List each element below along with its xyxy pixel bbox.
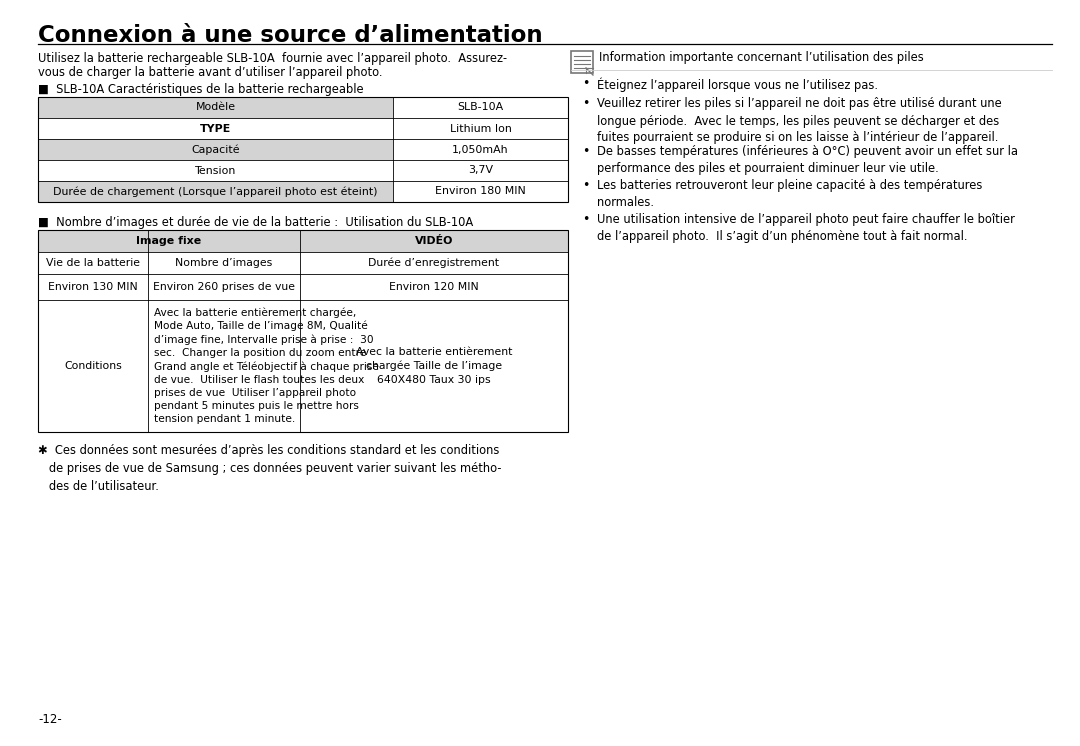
Text: Capacité: Capacité — [191, 144, 240, 154]
Text: •: • — [582, 179, 590, 192]
Bar — [393, 139, 568, 160]
Bar — [393, 118, 568, 139]
Bar — [393, 160, 568, 181]
Bar — [38, 118, 393, 139]
Text: •: • — [582, 145, 590, 158]
Text: ✱  Ces données sont mesurées d’après les conditions standard et les conditions
 : ✱ Ces données sont mesurées d’après les … — [38, 444, 501, 493]
Text: De basses températures (inférieures à O°C) peuvent avoir un effet sur la
perform: De basses températures (inférieures à O°… — [597, 145, 1018, 175]
Bar — [38, 97, 568, 202]
Text: Durée d’enregistrement: Durée d’enregistrement — [368, 258, 499, 269]
FancyBboxPatch shape — [571, 51, 593, 73]
Bar — [393, 181, 568, 202]
Text: •: • — [582, 213, 590, 226]
Text: Environ 120 MIN: Environ 120 MIN — [389, 282, 478, 292]
Text: Vie de la batterie: Vie de la batterie — [46, 258, 140, 268]
Bar — [38, 230, 300, 252]
Text: Environ 260 prises de vue: Environ 260 prises de vue — [153, 282, 295, 292]
Text: Une utilisation intensive de l’appareil photo peut faire chauffer le boîtier
de : Une utilisation intensive de l’appareil … — [597, 213, 1015, 243]
Bar — [38, 230, 568, 432]
Text: SLB-10A: SLB-10A — [458, 102, 503, 113]
Text: •: • — [582, 77, 590, 90]
Text: Les batteries retrouveront leur pleine capacité à des températures
normales.: Les batteries retrouveront leur pleine c… — [597, 179, 983, 209]
Text: Modèle: Modèle — [195, 102, 235, 113]
Text: Conditions: Conditions — [64, 361, 122, 371]
Text: Éteignez l’appareil lorsque vous ne l’utilisez pas.: Éteignez l’appareil lorsque vous ne l’ut… — [597, 77, 878, 92]
Text: Avec la batterie entièrement chargée,
Mode Auto, Taille de l’image 8M, Qualité
d: Avec la batterie entièrement chargée, Mo… — [154, 307, 379, 424]
Bar — [38, 97, 393, 118]
Text: 1,050mAh: 1,050mAh — [453, 145, 509, 154]
Text: Image fixe: Image fixe — [136, 236, 202, 246]
Bar — [38, 139, 393, 160]
Text: 3,7V: 3,7V — [468, 166, 492, 175]
Bar — [300, 230, 568, 252]
Text: vous de charger la batterie avant d’utiliser l’appareil photo.: vous de charger la batterie avant d’util… — [38, 66, 382, 79]
Text: ■  SLB-10A Caractéristiques de la batterie rechargeable: ■ SLB-10A Caractéristiques de la batteri… — [38, 83, 364, 96]
Text: Veuillez retirer les piles si l’appareil ne doit pas être utilisé durant une
lon: Veuillez retirer les piles si l’appareil… — [597, 98, 1002, 145]
Text: Avec la batterie entièrement
chargée Taille de l’image
640X480 Taux 30 ips: Avec la batterie entièrement chargée Tai… — [355, 348, 512, 384]
Text: Environ 180 MIN: Environ 180 MIN — [435, 186, 526, 196]
Text: Lithium Ion: Lithium Ion — [449, 124, 512, 134]
Text: Information importante concernant l’utilisation des piles: Information importante concernant l’util… — [599, 51, 923, 64]
Text: -12-: -12- — [38, 713, 62, 726]
Text: •: • — [582, 98, 590, 110]
Text: Environ 130 MIN: Environ 130 MIN — [49, 282, 138, 292]
Text: Utilisez la batterie rechargeable SLB-10A  fournie avec l’appareil photo.  Assur: Utilisez la batterie rechargeable SLB-10… — [38, 52, 508, 65]
Text: TYPE: TYPE — [200, 124, 231, 134]
Bar — [38, 181, 393, 202]
Text: Nombre d’images: Nombre d’images — [175, 258, 272, 268]
Text: Durée de chargement (Lorsque l’appareil photo est éteint): Durée de chargement (Lorsque l’appareil … — [53, 186, 378, 197]
Text: Tension: Tension — [194, 166, 237, 175]
Bar — [393, 97, 568, 118]
Text: Connexion à une source d’alimentation: Connexion à une source d’alimentation — [38, 24, 542, 47]
Text: VIDÉO: VIDÉO — [415, 236, 454, 246]
Bar — [38, 160, 393, 181]
Text: ■  Nombre d’images et durée de vie de la batterie :  Utilisation du SLB-10A: ■ Nombre d’images et durée de vie de la … — [38, 216, 473, 229]
